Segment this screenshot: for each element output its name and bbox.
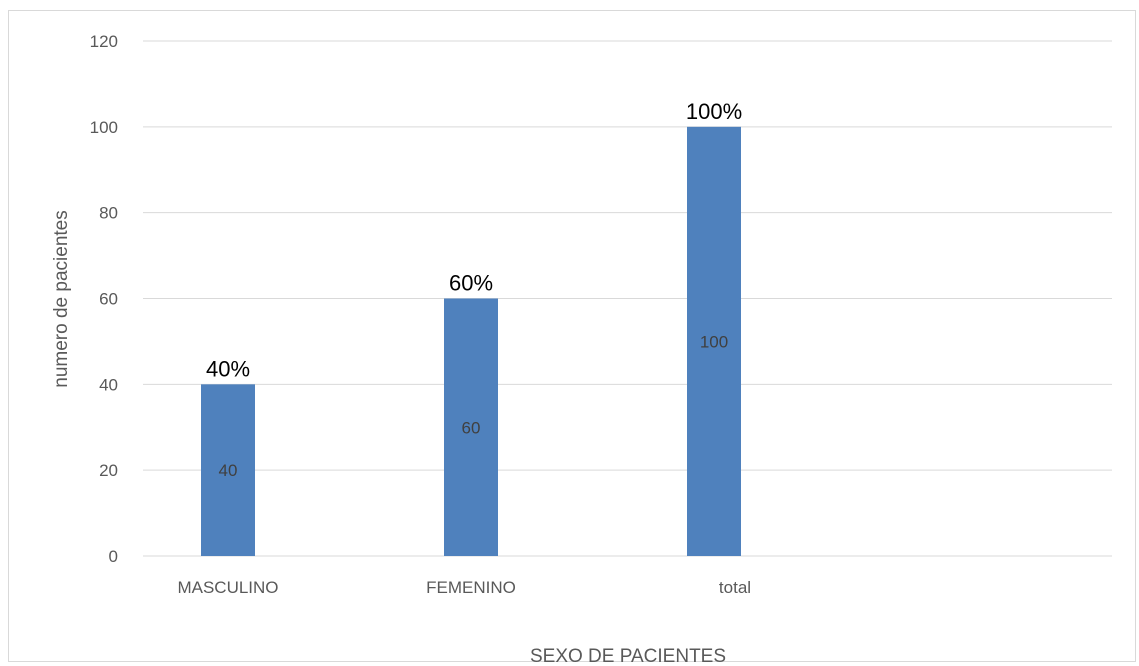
bar-masculino xyxy=(201,384,255,556)
y-axis-title: numero de pacientes xyxy=(51,210,72,387)
chart-frame xyxy=(8,10,1136,662)
grid-lines xyxy=(143,40,1112,557)
bars xyxy=(201,126,741,556)
y-tick-100: 100 xyxy=(90,118,118,137)
bar-percent-label-femenino: 60% xyxy=(449,271,493,296)
x-category-masculino: MASCULINO xyxy=(177,578,278,597)
bar-femenino xyxy=(444,298,498,556)
x-category-total: total xyxy=(719,578,751,597)
bar-inner-labels: 40 60 100 xyxy=(219,332,729,480)
bar-value-label-masculino: 40 xyxy=(219,461,238,480)
y-tick-120: 120 xyxy=(90,32,118,51)
x-axis-title: SEXO DE PACIENTES xyxy=(530,646,726,666)
y-tick-20: 20 xyxy=(99,461,118,480)
y-tick-labels: 0 20 40 60 80 100 120 xyxy=(90,32,118,566)
bar-value-label-total: 100 xyxy=(700,332,728,351)
bar-total xyxy=(687,126,741,556)
x-category-femenino: FEMENINO xyxy=(426,578,516,597)
bar-value-label-femenino: 60 xyxy=(462,418,481,437)
bar-percent-label-masculino: 40% xyxy=(206,356,250,381)
y-tick-40: 40 xyxy=(99,375,118,394)
y-tick-60: 60 xyxy=(99,290,118,309)
y-tick-80: 80 xyxy=(99,204,118,223)
bar-percent-label-total: 100% xyxy=(686,99,742,124)
y-tick-0: 0 xyxy=(109,547,118,566)
x-category-labels: MASCULINO FEMENINO total xyxy=(177,578,751,597)
bar-percent-labels: 40% 60% 100% xyxy=(206,99,742,382)
